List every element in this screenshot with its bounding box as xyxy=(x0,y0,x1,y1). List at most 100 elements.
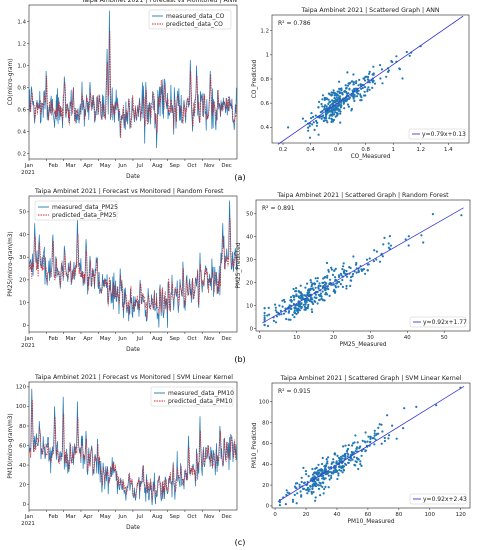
chart-title: Taipa Ambinet 2021 | Scattered Graph | A… xyxy=(300,7,439,14)
y-tick-label: 60 xyxy=(19,443,26,449)
scatter-point xyxy=(323,487,326,491)
scatter-point xyxy=(373,443,376,446)
scatter-point xyxy=(320,115,323,118)
scatter-point xyxy=(274,309,277,312)
chart-title: Taipa Ambinet 2021 | Forecast vs Monitor… xyxy=(81,0,238,4)
scatter-point xyxy=(373,429,376,432)
scatter-point xyxy=(316,478,319,481)
scatter-point xyxy=(350,276,353,279)
scatter-point xyxy=(303,481,306,484)
scatter-point xyxy=(307,475,310,478)
scatter-point xyxy=(268,313,271,316)
scatter-point xyxy=(315,296,318,299)
y-tick-label: 0 xyxy=(23,323,27,329)
x-tick-label: May xyxy=(100,336,112,342)
scatter-point xyxy=(316,277,319,280)
scatter-point xyxy=(375,433,378,436)
scatter-point xyxy=(367,86,370,89)
scatter-point xyxy=(342,265,345,268)
scatter-point xyxy=(314,286,317,289)
scatter-point xyxy=(372,79,375,82)
scatter-point xyxy=(263,318,266,321)
scatter-point xyxy=(287,318,290,321)
scatter-point xyxy=(291,313,294,316)
scatter-point xyxy=(460,214,463,217)
x-tick-label: 20 xyxy=(303,512,310,518)
scatter-point xyxy=(355,95,359,98)
scatter-point xyxy=(334,284,337,287)
scatter-point xyxy=(299,297,302,300)
scatter-point xyxy=(347,105,350,108)
scatter-point xyxy=(300,305,303,309)
scatter-point xyxy=(319,494,322,497)
x-year-label: 2021 xyxy=(21,170,35,176)
scatter-point xyxy=(304,120,307,123)
fit-equation-label: y=0.92x+2.43 xyxy=(423,496,467,503)
x-tick-label: Dec xyxy=(221,514,231,520)
scatter-point xyxy=(321,94,325,97)
scatter-point xyxy=(343,269,346,272)
scatter-point xyxy=(356,441,359,444)
fit-line xyxy=(277,385,465,502)
scatter-point xyxy=(385,75,388,78)
scatter-point xyxy=(288,304,291,307)
x-tick-label: Nov xyxy=(204,514,215,520)
scatter-point xyxy=(311,298,314,301)
legend-label-predicted_data_CO: predicted_data_CO xyxy=(166,21,223,28)
series-line-predicted xyxy=(28,217,237,319)
scatter-point xyxy=(349,279,352,282)
scatter-point xyxy=(310,112,313,115)
scatter-point xyxy=(299,302,303,306)
scatter-point xyxy=(334,453,337,456)
scatter-point xyxy=(382,243,385,246)
scatter-point xyxy=(298,291,301,294)
x-tick-label: Apr xyxy=(83,163,93,169)
scatter-point xyxy=(353,456,356,459)
scatter-point xyxy=(305,295,308,298)
scatter-point xyxy=(345,275,349,278)
scatter-point xyxy=(291,498,295,501)
scatter-point xyxy=(329,113,332,116)
scatter-point xyxy=(283,300,286,303)
scatter-point xyxy=(341,268,344,271)
fit-equation-label: y=0.92x+1.77 xyxy=(423,319,467,326)
scatter-point xyxy=(315,121,319,124)
x-tick-label: Nov xyxy=(204,163,215,169)
x-axis-label: Date xyxy=(126,174,140,180)
scatter-point xyxy=(335,94,338,97)
scatter-point xyxy=(334,468,337,471)
scatter-chart-1: 0 10 20 30 40 50 0 10 20 30 40 50 PM25_Measured PM25_… xyxy=(236,192,471,348)
y-tick-label: 40 xyxy=(19,232,26,238)
scatter-point xyxy=(364,431,367,434)
x-tick-label: Jan xyxy=(24,336,33,342)
scatter-point xyxy=(339,272,342,275)
scatter-point xyxy=(383,236,386,239)
x-tick-label: 1.4 xyxy=(444,147,453,153)
y-tick-label: 60 xyxy=(262,441,269,447)
scatter-point xyxy=(323,276,326,279)
scatter-point xyxy=(263,316,266,319)
scatter-point xyxy=(342,262,345,265)
scatter-point xyxy=(266,314,269,317)
legend-box xyxy=(34,200,118,221)
scatter-point xyxy=(348,266,351,269)
scatter-point xyxy=(391,424,394,427)
scatter-point xyxy=(284,503,287,506)
scatter-point xyxy=(280,313,283,316)
scatter-point xyxy=(318,469,321,472)
scatter-point xyxy=(307,303,310,306)
scatter-point xyxy=(310,281,313,284)
scatter-point xyxy=(363,86,367,89)
scatter-point xyxy=(326,274,329,277)
scatter-point xyxy=(402,427,405,430)
line-chart-1: 0 10 20 30 40 50 Jan Feb Mar Apr May Jun Jul Aug Sep Oc… xyxy=(8,188,238,353)
scatter-point xyxy=(431,213,434,216)
fit-equation-label: y=0.79x+0.13 xyxy=(422,131,466,138)
scatter-point xyxy=(334,108,337,111)
x-tick-label: Jun xyxy=(117,336,126,342)
x-axis-label: Date xyxy=(126,347,140,353)
scatter-point xyxy=(336,114,339,117)
scatter-point xyxy=(331,99,334,102)
legend-label-measured_data_CO: measured_data_CO xyxy=(166,13,225,20)
